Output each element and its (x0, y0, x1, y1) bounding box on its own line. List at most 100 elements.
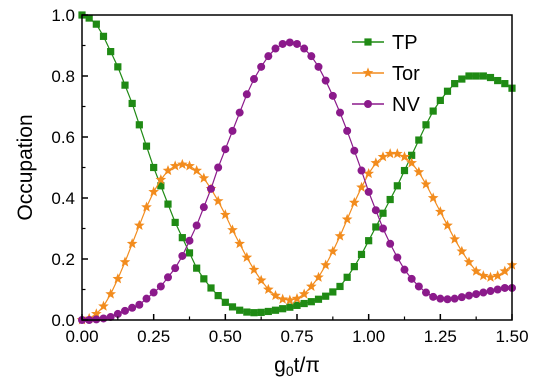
data-point-nv (336, 108, 344, 117)
data-point-tp (193, 264, 201, 272)
x-axis-title-sub: 0 (286, 363, 294, 379)
data-point-tp (114, 63, 122, 71)
data-point-tor (270, 290, 281, 301)
data-point-nv (221, 145, 230, 154)
x-tick-label: 0.00 (65, 327, 98, 346)
data-point-tp (494, 76, 502, 85)
data-point-tp (343, 273, 351, 281)
data-point-tp (185, 249, 194, 257)
legend-label-nv: NV (392, 94, 420, 116)
series-layer (76, 11, 518, 325)
data-point-nv (357, 166, 366, 175)
data-point-nv (443, 295, 452, 304)
data-point-tor (119, 256, 131, 267)
data-point-tp (372, 223, 380, 231)
data-point-nv (293, 39, 301, 48)
ticks-layer: 0.00 0.25 0.50 0.75 1.00 1.25 1.50 0.0 0.2 0.4 0.6… (51, 6, 528, 346)
data-point-nv (278, 39, 287, 48)
data-point-tp (458, 75, 466, 83)
data-point-nv (128, 303, 137, 312)
data-point-nv (350, 146, 359, 155)
y-tick-label: 0.6 (51, 128, 75, 147)
data-point-tp (236, 306, 244, 314)
data-point-nv (479, 288, 488, 297)
data-point-tp (415, 136, 423, 144)
data-point-tp (92, 20, 100, 28)
data-point-tor (499, 265, 511, 276)
data-point-tp (121, 81, 129, 89)
data-point-tp (171, 218, 179, 226)
data-point-tp (142, 142, 151, 150)
data-point-nv (121, 306, 129, 315)
data-point-tp (386, 195, 394, 204)
data-point-tp (150, 163, 158, 172)
data-point-tor (442, 219, 453, 230)
data-point-tp (293, 301, 301, 309)
data-point-tor (406, 157, 417, 168)
data-point-tp (479, 72, 487, 80)
data-point-nv (422, 288, 430, 297)
x-axis-title-base: g (274, 354, 286, 377)
legend-marker-tp (364, 38, 372, 46)
data-point-tp (286, 303, 294, 311)
data-point-tp (271, 306, 280, 314)
data-point-tor (184, 160, 195, 171)
data-point-nv (156, 282, 165, 291)
data-point-nv (264, 52, 273, 61)
data-point-nv (228, 126, 237, 135)
data-point-nv (171, 264, 180, 273)
legend: TP Tor NV (352, 32, 420, 116)
data-point-tor (255, 274, 267, 285)
data-point-nv (364, 187, 373, 196)
data-point-nv (379, 224, 387, 233)
data-point-nv (135, 300, 144, 309)
legend-marker-nv (364, 100, 372, 108)
data-point-tp (257, 308, 265, 316)
data-point-nv (242, 90, 251, 99)
data-point-tp (393, 182, 401, 190)
data-point-tp (465, 72, 473, 80)
data-point-tor (478, 270, 489, 281)
x-tick-label: 0.75 (280, 327, 313, 346)
x-axis-title: g0t/π (274, 354, 320, 379)
data-point-tor (377, 151, 389, 162)
data-point-tp (400, 166, 409, 175)
data-point-tp (336, 282, 344, 291)
data-point-tor (234, 238, 245, 249)
data-point-tp (429, 107, 437, 115)
data-point-nv (400, 265, 409, 274)
data-point-tp (107, 48, 115, 56)
data-point-tor (277, 293, 288, 304)
data-point-tor (191, 164, 202, 176)
data-point-tor (363, 168, 374, 179)
data-point-tp (264, 307, 272, 316)
data-point-tor (320, 259, 331, 270)
data-point-nv (407, 274, 416, 283)
data-point-nv (214, 163, 223, 172)
data-point-nv (321, 76, 330, 85)
y-tick-label: 0.0 (51, 311, 75, 330)
data-point-tor (169, 160, 181, 171)
data-point-tor (198, 172, 210, 183)
data-point-tor (284, 294, 296, 305)
data-point-nv (472, 290, 481, 299)
data-point-tor (420, 178, 432, 189)
data-point-tor (227, 224, 238, 235)
x-axis-title-rest: t/π (294, 354, 320, 377)
data-point-tor (313, 271, 324, 282)
data-point-tp (443, 87, 452, 95)
data-point-nv (486, 287, 495, 296)
data-point-tp (207, 284, 215, 292)
data-point-tp (300, 299, 308, 308)
data-point-nv (414, 282, 423, 291)
data-point-tp (307, 298, 315, 306)
data-point-tp (329, 288, 337, 296)
data-point-nv (257, 62, 266, 71)
data-point-tp (85, 14, 93, 22)
y-tick-label: 0.4 (51, 189, 75, 208)
data-point-tor (306, 280, 317, 291)
y-axis-title: Occupation (14, 114, 37, 220)
data-point-nv (235, 108, 244, 117)
data-point-tp (157, 182, 165, 190)
data-point-tp (357, 250, 366, 259)
